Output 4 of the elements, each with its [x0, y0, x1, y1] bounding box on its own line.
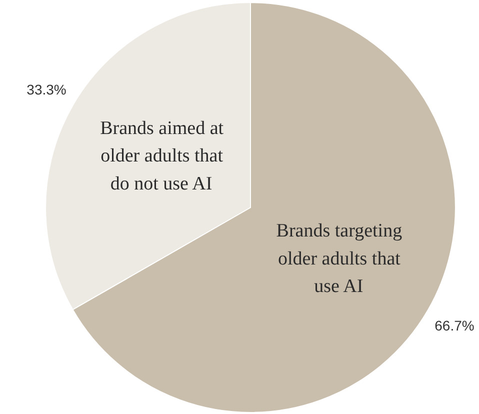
data-label: 66.7%: [434, 318, 474, 334]
data-label: 33.3%: [26, 81, 66, 98]
slice-label: Brands aimed at older adults that do not use AI: [100, 118, 224, 194]
slice-label: Brands targeting older adults that use AI: [276, 220, 403, 297]
